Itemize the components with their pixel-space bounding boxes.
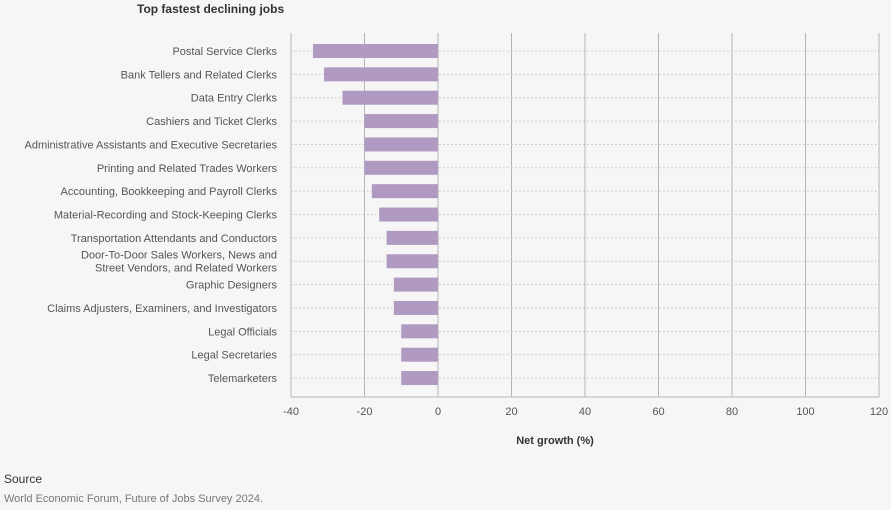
category-label: Legal Secretaries: [191, 350, 277, 362]
bar: [364, 114, 438, 129]
x-tick-label: -20: [357, 406, 373, 418]
category-label: Transportation Attendants and Conductors: [71, 233, 278, 245]
bar: [324, 67, 438, 82]
x-tick-label: 80: [726, 406, 738, 418]
x-tick-label: 120: [870, 406, 888, 418]
bar: [364, 160, 438, 175]
category-label: Telemarketers: [208, 373, 278, 385]
category-label: Graphic Designers: [186, 280, 278, 292]
category-label: Material-Recording and Stock-Keeping Cle…: [54, 210, 278, 222]
source-text: World Economic Forum, Future of Jobs Sur…: [4, 493, 264, 505]
category-label: Legal Officials: [208, 326, 277, 338]
bar: [379, 207, 438, 222]
category-label: Cashiers and Ticket Clerks: [146, 116, 277, 128]
x-axis-label: Net growth (%): [516, 435, 594, 447]
x-tick-label: 100: [796, 406, 814, 418]
chart-title: Top fastest declining jobs: [137, 2, 285, 16]
bar: [386, 230, 438, 245]
category-label: Administrative Assistants and Executive …: [24, 139, 277, 151]
x-tick-label: -40: [283, 406, 299, 418]
x-tick-label: 40: [579, 406, 591, 418]
source-label: Source: [4, 472, 43, 486]
x-tick-label: 20: [505, 406, 517, 418]
bar-chart: -40 -20 0 20 40 60 80 100 120 Postal Service Cler…: [24, 33, 888, 418]
bar: [401, 324, 438, 339]
bar: [393, 300, 438, 315]
bar: [401, 347, 438, 362]
category-label: Bank Tellers and Related Clerks: [121, 69, 278, 81]
bar: [342, 90, 438, 105]
category-label: Claims Adjusters, Examiners, and Investi…: [47, 303, 277, 315]
category-label: Door-To-Door Sales Workers, News and Stre…: [81, 250, 278, 275]
category-label: Accounting, Bookkeeping and Payroll Cler…: [61, 186, 278, 198]
bar: [371, 184, 438, 199]
bar: [401, 371, 438, 386]
x-tick-label: 0: [435, 406, 441, 418]
bar: [364, 137, 438, 152]
category-label: Data Entry Clerks: [191, 93, 278, 105]
bar: [393, 277, 438, 292]
x-tick-label: 60: [652, 406, 664, 418]
category-label: Printing and Related Trades Workers: [97, 163, 278, 175]
category-label: Postal Service Clerks: [172, 46, 277, 58]
bar: [386, 254, 438, 269]
bar: [313, 44, 438, 58]
